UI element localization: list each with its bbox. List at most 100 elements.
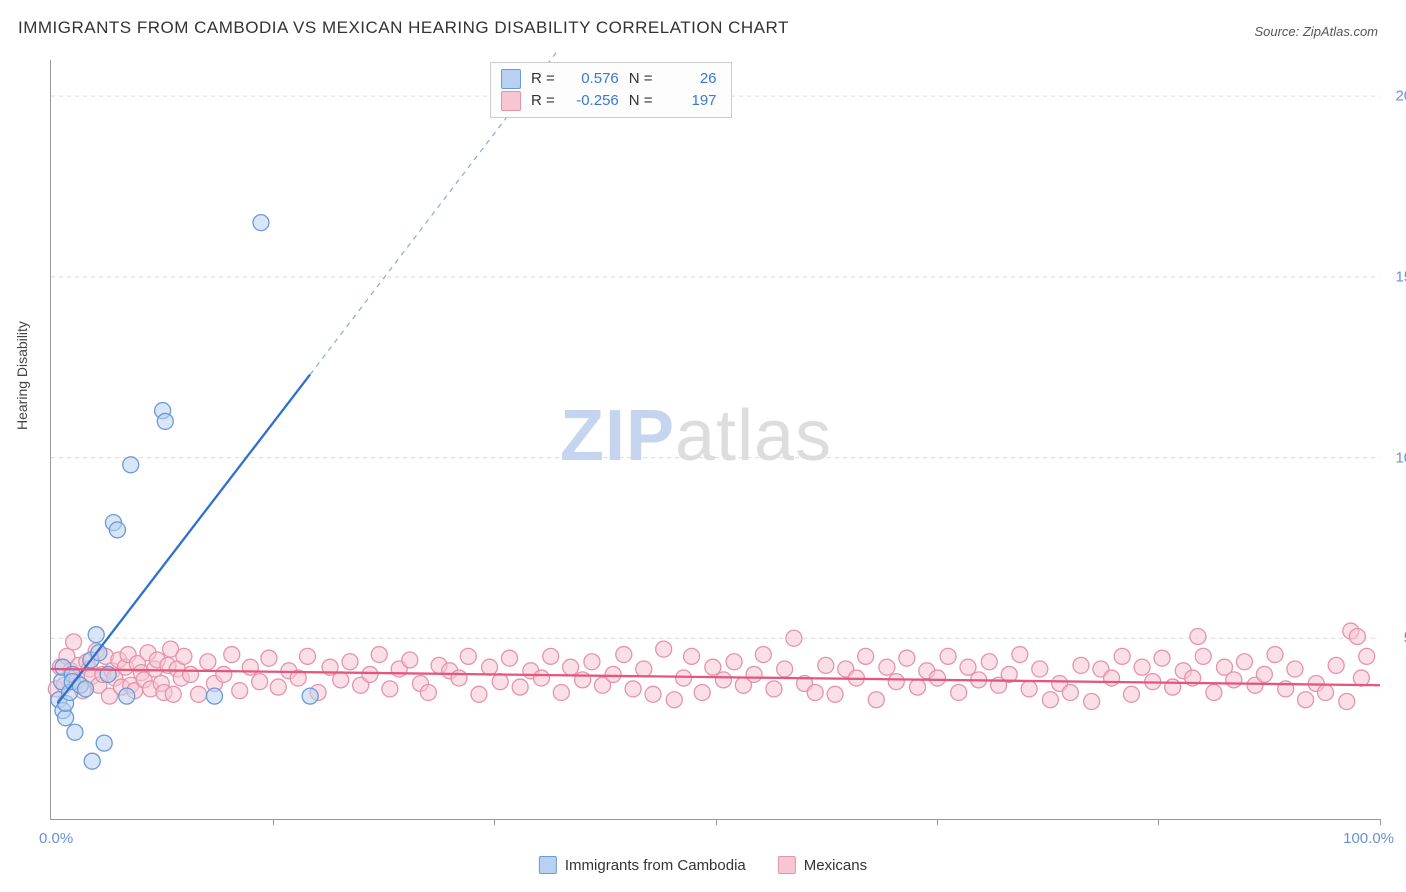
- scatter-point-b: [584, 654, 600, 670]
- scatter-point-b: [1123, 686, 1139, 702]
- y-tick-label: 20.0%: [1395, 88, 1406, 105]
- scatter-point-a: [88, 627, 104, 643]
- scatter-point-b: [460, 648, 476, 664]
- scatter-point-b: [616, 647, 632, 663]
- scatter-point-b: [1032, 661, 1048, 677]
- scatter-point-b: [1328, 657, 1344, 673]
- stat-n-value-b: 197: [663, 90, 717, 112]
- scatter-point-b: [1042, 692, 1058, 708]
- legend-label-b: Mexicans: [804, 857, 867, 874]
- scatter-point-b: [625, 681, 641, 697]
- scatter-point-b: [252, 674, 268, 690]
- scatter-point-b: [746, 666, 762, 682]
- plot-area: 0.0% 100.0% 5.0%10.0%15.0%20.0%: [50, 60, 1380, 820]
- scatter-point-b: [940, 648, 956, 664]
- legend-item-series-b: Mexicans: [778, 856, 867, 874]
- scatter-point-b: [1267, 647, 1283, 663]
- chart-svg: [51, 60, 1380, 819]
- scatter-point-b: [656, 641, 672, 657]
- y-axis-label: Hearing Disability: [14, 321, 30, 430]
- x-tick: [273, 819, 274, 825]
- correlation-stats-box: R = 0.576 N = 26 R = -0.256 N = 197: [490, 62, 732, 118]
- scatter-point-b: [1206, 685, 1222, 701]
- scatter-point-b: [270, 679, 286, 695]
- scatter-point-b: [563, 659, 579, 675]
- scatter-point-b: [666, 692, 682, 708]
- scatter-point-b: [1084, 694, 1100, 710]
- scatter-point-b: [382, 681, 398, 697]
- stat-r-label: R =: [531, 68, 555, 90]
- scatter-point-b: [1073, 657, 1089, 673]
- scatter-point-b: [1287, 661, 1303, 677]
- scatter-point-b: [1021, 681, 1037, 697]
- x-tick: [1380, 819, 1381, 825]
- scatter-point-b: [176, 648, 192, 664]
- source-attribution: Source: ZipAtlas.com: [1254, 24, 1378, 39]
- scatter-point-b: [1190, 628, 1206, 644]
- scatter-point-b: [200, 654, 216, 670]
- scatter-point-a: [84, 753, 100, 769]
- x-tick: [937, 819, 938, 825]
- scatter-point-b: [960, 659, 976, 675]
- scatter-point-b: [605, 666, 621, 682]
- stat-r-label: R =: [531, 90, 555, 112]
- scatter-point-b: [1353, 670, 1369, 686]
- scatter-point-a: [157, 413, 173, 429]
- stat-row-series-b: R = -0.256 N = 197: [501, 90, 717, 112]
- scatter-point-b: [694, 685, 710, 701]
- scatter-point-b: [951, 685, 967, 701]
- scatter-point-b: [492, 674, 508, 690]
- scatter-point-b: [502, 650, 518, 666]
- scatter-point-b: [827, 686, 843, 702]
- scatter-point-b: [1226, 672, 1242, 688]
- scatter-point-b: [818, 657, 834, 673]
- scatter-point-b: [676, 670, 692, 686]
- scatter-point-a: [78, 681, 94, 697]
- scatter-point-b: [1165, 679, 1181, 695]
- x-axis-max-label: 100.0%: [1343, 830, 1394, 847]
- scatter-point-b: [1318, 685, 1334, 701]
- scatter-point-a: [109, 522, 125, 538]
- scatter-point-b: [645, 686, 661, 702]
- scatter-point-b: [553, 685, 569, 701]
- scatter-point-b: [242, 659, 258, 675]
- x-tick: [494, 819, 495, 825]
- legend-swatch-a: [539, 856, 557, 874]
- scatter-point-b: [224, 647, 240, 663]
- scatter-point-b: [1062, 685, 1078, 701]
- scatter-point-b: [342, 654, 358, 670]
- y-tick-label: 10.0%: [1395, 449, 1406, 466]
- swatch-series-b: [501, 91, 521, 111]
- legend-swatch-b: [778, 856, 796, 874]
- scatter-point-b: [575, 672, 591, 688]
- scatter-point-b: [471, 686, 487, 702]
- scatter-point-b: [543, 648, 559, 664]
- scatter-point-b: [981, 654, 997, 670]
- scatter-point-b: [482, 659, 498, 675]
- stat-n-label: N =: [629, 68, 653, 90]
- scatter-point-b: [371, 647, 387, 663]
- scatter-point-b: [1359, 648, 1375, 664]
- stat-r-value-a: 0.576: [565, 68, 619, 90]
- scatter-point-b: [786, 630, 802, 646]
- scatter-point-a: [253, 215, 269, 231]
- scatter-point-a: [67, 724, 83, 740]
- legend-label-a: Immigrants from Cambodia: [565, 857, 746, 874]
- scatter-point-b: [868, 692, 884, 708]
- scatter-point-b: [1114, 648, 1130, 664]
- x-axis-min-label: 0.0%: [39, 830, 73, 847]
- scatter-point-b: [726, 654, 742, 670]
- x-tick: [716, 819, 717, 825]
- scatter-point-b: [929, 670, 945, 686]
- scatter-point-a: [302, 688, 318, 704]
- scatter-point-b: [165, 686, 181, 702]
- y-tick-label: 15.0%: [1395, 268, 1406, 285]
- scatter-point-b: [1236, 654, 1252, 670]
- scatter-point-b: [807, 685, 823, 701]
- stat-n-label: N =: [629, 90, 653, 112]
- chart-title: IMMIGRANTS FROM CAMBODIA VS MEXICAN HEAR…: [18, 18, 789, 38]
- scatter-point-b: [66, 634, 82, 650]
- scatter-point-b: [333, 672, 349, 688]
- scatter-point-b: [1012, 647, 1028, 663]
- scatter-point-b: [362, 666, 378, 682]
